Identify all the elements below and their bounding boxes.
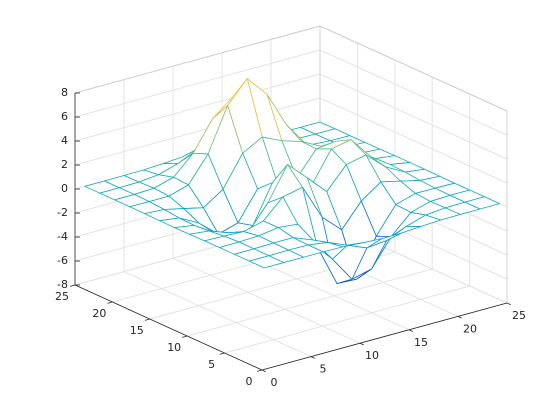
z-tick-label: 8 (61, 86, 68, 99)
tick-mark (219, 352, 225, 355)
tick-mark (310, 356, 315, 359)
y-tick-label: 5 (208, 358, 215, 371)
mesh-cell (248, 255, 285, 269)
axis-line (74, 284, 263, 371)
x-tick-label: 20 (463, 322, 477, 335)
grid-line (319, 73, 508, 160)
tick-mark (107, 301, 113, 304)
y-tick-label: 10 (167, 341, 181, 354)
y-tick-label: 0 (246, 375, 253, 388)
tick-mark (359, 342, 364, 346)
x-tick-label: 10 (365, 349, 379, 362)
y-tick-label: 25 (55, 290, 69, 303)
tick-mark (256, 369, 263, 372)
x-tick-label: 5 (320, 363, 327, 376)
z-tick-label: -4 (57, 230, 68, 243)
axis-line (261, 302, 508, 371)
grid-line (319, 97, 508, 184)
grid-line (172, 257, 361, 344)
grid-line (74, 73, 321, 142)
box-edge (319, 25, 508, 112)
x-tick-label: 25 (512, 309, 526, 322)
z-tick-label: -8 (57, 278, 68, 291)
box-edge (74, 25, 321, 94)
z-tick-label: -2 (57, 206, 68, 219)
tick-mark (182, 335, 188, 338)
y-tick-label: 20 (92, 307, 106, 320)
z-tick-label: 4 (61, 134, 68, 147)
grid-line (74, 49, 321, 118)
grid-line (224, 285, 470, 354)
grid-line (74, 97, 321, 166)
x-tick-label: 0 (271, 376, 278, 389)
grid-line (187, 268, 433, 337)
grid-line (123, 271, 312, 358)
y-tick-label: 15 (130, 324, 144, 337)
tick-mark (261, 369, 266, 373)
z-tick-label: 2 (61, 158, 68, 171)
z-tick-label: 0 (61, 182, 68, 195)
grid-line (319, 49, 508, 136)
x-tick-label: 15 (414, 336, 428, 349)
tick-mark (457, 316, 462, 319)
z-tick-label: -6 (57, 254, 68, 267)
z-tick-label: 6 (61, 110, 68, 123)
tick-mark (408, 329, 413, 332)
tick-mark (144, 318, 150, 321)
tick-mark (506, 302, 511, 306)
tick-mark (69, 284, 76, 287)
